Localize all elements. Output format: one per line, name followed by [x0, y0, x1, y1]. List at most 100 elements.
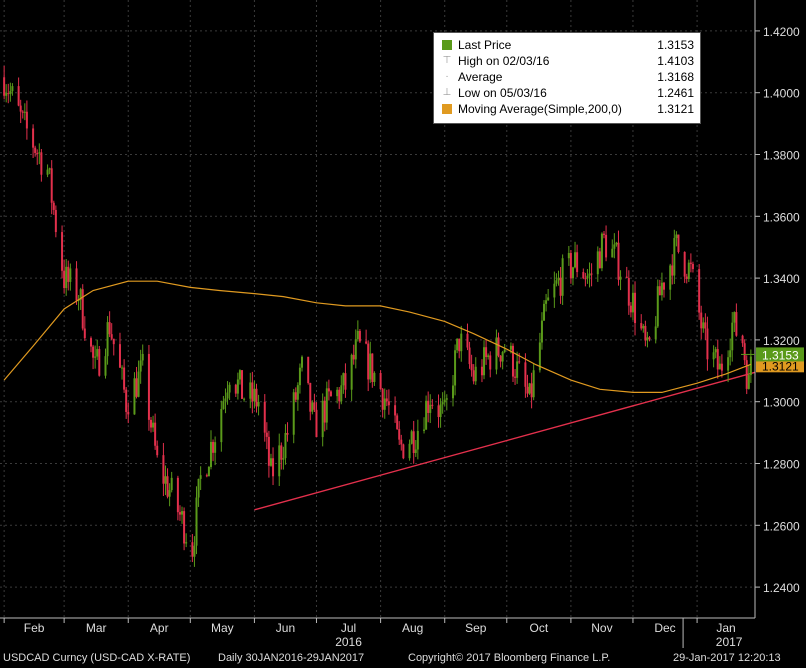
average-marker-icon: ·	[445, 71, 449, 82]
candle-body	[3, 77, 6, 96]
candle-body	[396, 415, 399, 430]
y-tick-label: 1.3800	[763, 149, 800, 163]
candle-body	[340, 385, 343, 402]
candle-body	[162, 455, 165, 484]
candle-body	[255, 388, 258, 407]
footer-range: Daily 30JAN2016-29JAN2017	[218, 652, 365, 664]
candle-body	[48, 168, 51, 170]
candle-body	[634, 292, 637, 324]
candle-body	[34, 147, 37, 153]
candle-body	[640, 323, 643, 329]
candle-body	[367, 343, 370, 380]
candle-body	[429, 404, 432, 413]
candle-body	[452, 385, 454, 399]
candle-body	[474, 366, 477, 382]
candle-body	[69, 268, 72, 282]
candle-body	[52, 202, 55, 210]
candle-body	[164, 476, 167, 484]
candle-body	[729, 350, 732, 358]
candlesticks	[3, 65, 752, 567]
candle-body	[141, 353, 144, 361]
candle-body	[284, 432, 287, 459]
candle-body	[385, 398, 388, 402]
candle-body	[383, 398, 386, 410]
candle-body	[727, 357, 730, 371]
candle-body	[212, 441, 215, 453]
candle-body	[7, 93, 10, 95]
y-tick-label: 1.3000	[763, 396, 800, 410]
candle-body	[437, 405, 440, 418]
candle-body	[207, 466, 210, 477]
candle-body	[54, 209, 57, 233]
candle-body	[329, 391, 332, 397]
candle-body	[400, 439, 403, 445]
legend-row-average: · Average 1.3168	[440, 69, 694, 85]
candle-body	[214, 442, 217, 453]
candle-body	[669, 265, 672, 290]
candle-body	[749, 356, 752, 376]
candle-body	[369, 353, 372, 380]
candle-body	[298, 367, 301, 386]
moving-average-series	[3, 280, 752, 393]
candle-body	[379, 373, 382, 390]
candle-body	[137, 371, 140, 397]
candle-body	[191, 542, 194, 557]
candle-body	[644, 325, 647, 341]
candle-body	[325, 388, 328, 423]
candle-body	[627, 277, 630, 306]
candle-body	[209, 441, 212, 467]
candle-body	[489, 355, 492, 370]
candle-body	[265, 432, 268, 437]
candle-body	[698, 269, 701, 313]
candle-body	[712, 352, 715, 360]
candle-body	[307, 356, 310, 384]
candle-body	[613, 244, 616, 249]
candle-body	[747, 375, 750, 389]
candle-body	[538, 342, 541, 371]
legend-value: 1.4103	[657, 54, 694, 68]
candle-body	[412, 431, 415, 454]
legend-swatch-green	[442, 40, 452, 50]
candle-body	[499, 355, 502, 362]
candle-body	[156, 445, 159, 456]
candle-body	[716, 349, 719, 370]
low-marker-icon: ⊥	[442, 87, 452, 98]
candle-body	[166, 476, 169, 497]
candle-body	[106, 322, 109, 357]
legend-label: Moving Average(Simple,200,0)	[458, 102, 622, 116]
candle-body	[118, 344, 121, 368]
candle-body	[615, 242, 618, 245]
candle-body	[518, 361, 521, 363]
candle-body	[528, 383, 531, 394]
candle-body	[660, 282, 663, 296]
candle-body	[40, 152, 43, 175]
candle-body	[586, 275, 589, 279]
candle-body	[673, 238, 676, 276]
candle-body	[423, 429, 426, 431]
candle-body	[83, 328, 86, 339]
candle-body	[17, 86, 20, 106]
candle-body	[689, 262, 692, 264]
candle-body	[603, 233, 605, 235]
candle-body	[181, 511, 184, 515]
candle-body	[139, 360, 142, 372]
candle-body	[222, 401, 225, 409]
legend-label: Average	[458, 70, 503, 84]
legend-value: 1.3153	[657, 38, 694, 52]
candle-body	[168, 490, 171, 497]
candle-body	[733, 312, 736, 323]
last-price-tag-bg	[756, 347, 804, 362]
candle-body	[251, 382, 254, 402]
x-tick-label: Jan	[716, 621, 735, 635]
candle-body	[617, 242, 620, 280]
candle-body	[571, 267, 574, 279]
moving-average-line	[3, 280, 752, 393]
candle-body	[588, 273, 591, 276]
candle-body	[600, 233, 603, 269]
candle-body	[441, 402, 444, 405]
footer-ticker: USDCAD Curncy (USD-CAD X-RATE)	[3, 652, 191, 664]
candle-body	[294, 392, 297, 400]
candle-body	[576, 252, 579, 273]
candle-body	[296, 385, 299, 400]
